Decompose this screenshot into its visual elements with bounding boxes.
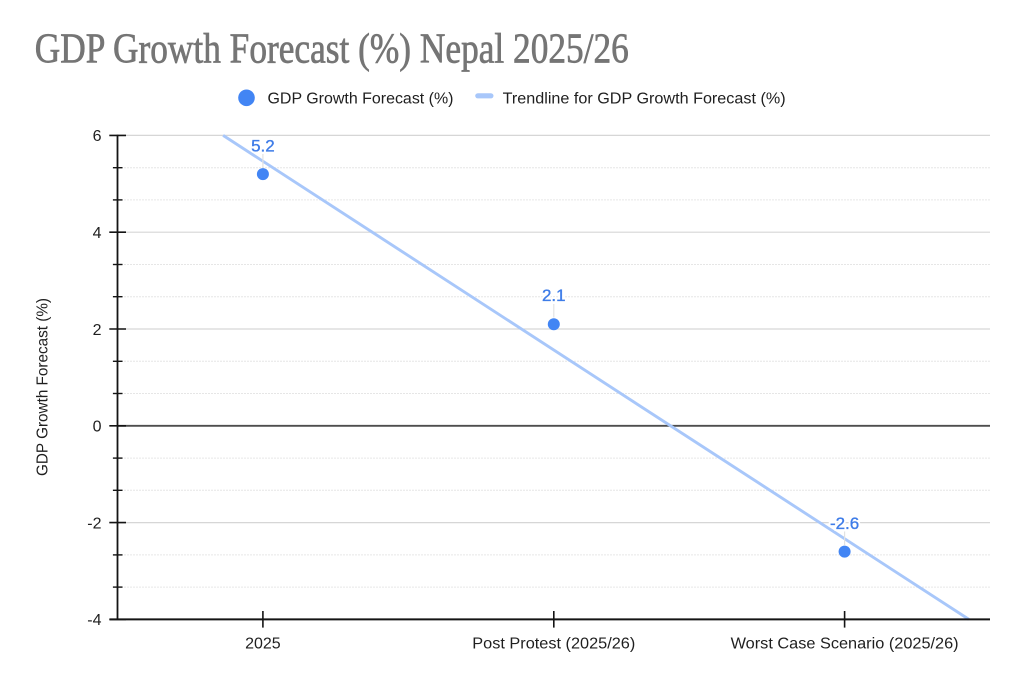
svg-text:-2.6: -2.6 — [830, 514, 859, 533]
svg-text:-2: -2 — [87, 515, 101, 532]
svg-text:Post Protest (2025/26): Post Protest (2025/26) — [472, 636, 635, 653]
svg-text:GDP Growth Forecast (%): GDP Growth Forecast (%) — [35, 298, 52, 476]
svg-text:GDP Growth Forecast (%): GDP Growth Forecast (%) — [268, 91, 454, 108]
svg-text:2.1: 2.1 — [542, 286, 566, 305]
svg-text:Trendline for GDP Growth Forec: Trendline for GDP Growth Forecast (%) — [503, 91, 786, 108]
svg-text:0: 0 — [93, 419, 102, 436]
svg-text:6: 6 — [93, 128, 102, 145]
svg-text:-4: -4 — [87, 612, 101, 629]
svg-text:4: 4 — [93, 225, 102, 242]
svg-text:2: 2 — [93, 322, 102, 339]
svg-text:2025: 2025 — [245, 636, 281, 653]
svg-text:5.2: 5.2 — [251, 136, 275, 155]
svg-text:2.1: 2.1 — [542, 286, 566, 305]
svg-text:-2.6: -2.6 — [830, 514, 859, 533]
svg-text:GDP Growth Forecast (%) Nepal: GDP Growth Forecast (%) Nepal 2025/26 — [35, 27, 629, 73]
svg-text:Worst Case Scenario (2025/26): Worst Case Scenario (2025/26) — [731, 636, 959, 653]
svg-text:5.2: 5.2 — [251, 136, 275, 155]
